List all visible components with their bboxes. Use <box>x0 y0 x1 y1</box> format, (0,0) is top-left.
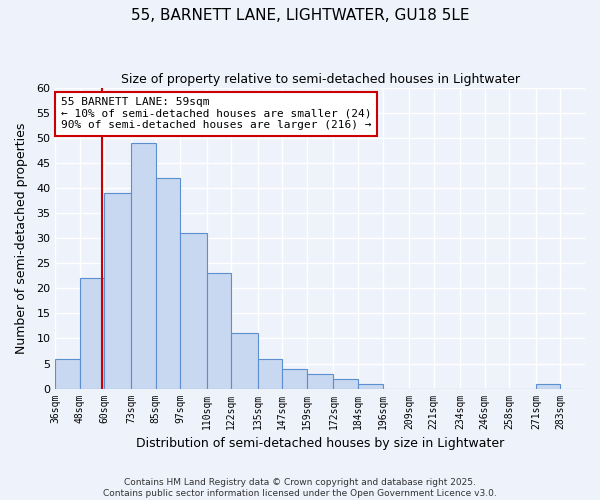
Bar <box>258 358 283 388</box>
Bar <box>206 274 231 388</box>
Bar <box>155 178 180 388</box>
Bar <box>283 368 307 388</box>
Bar <box>55 358 80 388</box>
Bar <box>334 378 358 388</box>
Bar <box>231 334 258 388</box>
Bar <box>536 384 560 388</box>
Text: Contains HM Land Registry data © Crown copyright and database right 2025.
Contai: Contains HM Land Registry data © Crown c… <box>103 478 497 498</box>
Bar <box>307 374 334 388</box>
Bar <box>358 384 383 388</box>
Bar <box>131 143 155 388</box>
Text: 55 BARNETT LANE: 59sqm
← 10% of semi-detached houses are smaller (24)
90% of sem: 55 BARNETT LANE: 59sqm ← 10% of semi-det… <box>61 97 371 130</box>
Title: Size of property relative to semi-detached houses in Lightwater: Size of property relative to semi-detach… <box>121 72 520 86</box>
Bar <box>180 234 206 388</box>
Y-axis label: Number of semi-detached properties: Number of semi-detached properties <box>15 122 28 354</box>
Text: 55, BARNETT LANE, LIGHTWATER, GU18 5LE: 55, BARNETT LANE, LIGHTWATER, GU18 5LE <box>131 8 469 22</box>
X-axis label: Distribution of semi-detached houses by size in Lightwater: Distribution of semi-detached houses by … <box>136 437 504 450</box>
Bar <box>104 193 131 388</box>
Bar <box>80 278 104 388</box>
